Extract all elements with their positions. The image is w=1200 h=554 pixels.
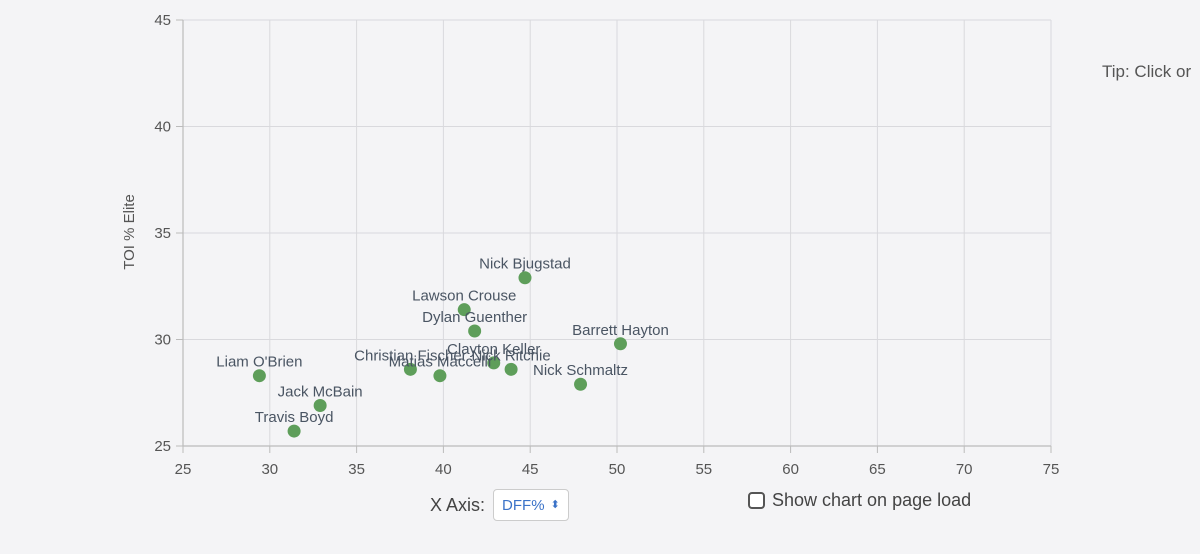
data-point-label: Nick Schmaltz [533,362,628,379]
data-point[interactable] [504,362,518,376]
x-tick-label: 60 [782,461,799,478]
data-point[interactable] [518,271,532,285]
show-chart-label: Show chart on page load [772,490,972,510]
data-point-label: Barrett Hayton [572,322,669,339]
chart-points: Nick Bjugstad Lawson Crouse Dylan Guenther… [216,256,669,438]
data-point-label: Lawson Crouse [412,288,516,305]
chart-grid [182,19,1052,447]
y-tick-label: 40 [154,119,171,136]
data-point[interactable] [468,324,482,338]
data-point[interactable] [433,369,447,383]
x-tick-label: 30 [261,461,278,478]
data-point[interactable] [252,369,266,383]
x-tick-label: 70 [956,461,973,478]
data-point[interactable] [457,303,471,317]
x-tick-label: 25 [175,461,192,478]
data-point[interactable] [487,356,501,370]
x-tick-label: 65 [869,461,886,478]
x-axis-selected-value: DFF% [502,496,545,514]
x-tick-label: 75 [1043,461,1060,478]
y-tick-label: 35 [154,225,171,242]
x-axis-select[interactable]: DFF% ⬍ [493,489,569,521]
chart-ticks: 25 30 35 40 45 50 55 60 65 70 75 25 30 35 40 45 [154,12,1059,478]
data-point[interactable] [287,424,301,438]
tip-text: Tip: Click or [1102,62,1192,81]
data-point[interactable] [613,337,627,351]
x-axis-selector-label: X Axis: [430,494,486,515]
y-tick-label: 30 [154,332,171,349]
x-tick-label: 35 [348,461,365,478]
show-chart-toggle[interactable]: Show chart on page load [748,490,971,511]
data-point-label: Clayton Keller [447,341,540,358]
data-point-label: Christian Fischer [354,347,467,364]
data-point[interactable] [574,377,588,391]
data-point[interactable] [313,399,327,413]
show-chart-checkbox[interactable] [748,492,765,509]
data-point-label: Liam O'Brien [216,354,302,371]
data-point-label: Travis Boyd [255,409,334,426]
data-point-label: Dylan Guenther [422,309,527,326]
x-tick-label: 50 [609,461,626,478]
data-point-label: Matias Maccelli [389,354,492,371]
chevron-updown-icon: ⬍ [550,498,560,511]
y-tick-label: 45 [154,12,171,29]
x-tick-label: 55 [695,461,712,478]
data-point-label: Nick Ritchie [472,347,551,364]
x-tick-label: 40 [435,461,452,478]
data-point[interactable] [403,362,417,376]
data-point-label: Jack McBain [278,384,363,401]
x-tick-label: 45 [522,461,539,478]
x-axis-control: X Axis: DFF% ⬍ [430,489,569,521]
data-point-label: Nick Bjugstad [479,256,571,273]
y-tick-label: 25 [154,438,171,455]
y-axis-label: TOI % Elite [121,194,138,270]
